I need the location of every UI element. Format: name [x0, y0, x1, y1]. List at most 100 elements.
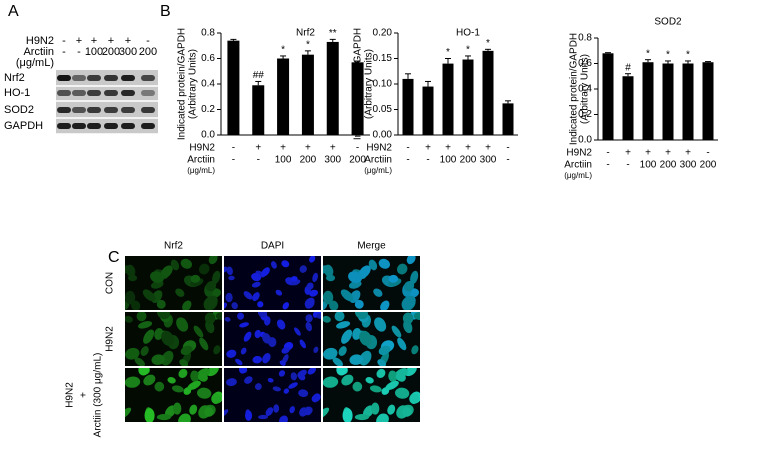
row-label: H9N2: [105, 326, 116, 352]
condition-value: +: [108, 35, 114, 47]
cell: [313, 346, 319, 353]
cell: [397, 337, 407, 351]
cell: [224, 302, 228, 309]
condition-value: -: [606, 160, 609, 171]
cell: [239, 322, 249, 328]
condition-value: -: [406, 143, 409, 154]
cell: [311, 395, 319, 403]
condition-value: +: [280, 143, 286, 154]
condition-value: +: [91, 35, 97, 47]
cell: [237, 312, 245, 320]
cell: [304, 408, 312, 416]
y-tick-label: 0.15: [373, 53, 393, 64]
significance: *: [281, 45, 285, 56]
cell: [150, 271, 165, 283]
cell: [182, 300, 192, 310]
band: [104, 107, 118, 113]
significance: *: [646, 48, 650, 59]
y-tick-label: 0.4: [201, 79, 215, 90]
cell: [226, 378, 237, 387]
cell: [395, 372, 406, 382]
significance: *: [486, 38, 490, 49]
condition-value: +: [330, 143, 336, 154]
bar: [442, 63, 454, 135]
condition-value: +: [76, 35, 82, 47]
bar: [422, 86, 434, 135]
cell: [170, 259, 180, 271]
cell: [325, 274, 336, 282]
band: [72, 123, 86, 129]
cell: [404, 368, 417, 377]
cell: [257, 312, 268, 318]
cell: [190, 370, 200, 383]
bar: [301, 54, 314, 135]
bar: [682, 63, 694, 140]
y-tick-label: 0.4: [578, 84, 592, 95]
cell: [224, 409, 229, 417]
condition-value: +: [645, 148, 651, 159]
cell: [154, 381, 165, 392]
cell: [290, 276, 298, 282]
cell: [323, 407, 330, 419]
cell: [402, 407, 412, 417]
band: [87, 75, 101, 81]
cell: [373, 288, 383, 297]
cell: [281, 260, 290, 268]
cell: [283, 388, 290, 394]
y-tick-label: 0.10: [373, 79, 393, 90]
cell: [151, 354, 166, 365]
band: [121, 107, 135, 113]
cell: [265, 407, 274, 416]
cell: [374, 317, 387, 332]
cell: [329, 300, 339, 310]
condition-value: +: [665, 148, 671, 159]
cell: [276, 319, 286, 330]
y-tick-label: 0.2: [201, 104, 215, 115]
condition-value: +: [305, 143, 311, 154]
condition-value: -: [426, 155, 429, 166]
cell: [225, 292, 233, 303]
condition-value: +: [125, 35, 131, 47]
cell: [341, 374, 354, 386]
unit: (μg/mL): [187, 166, 215, 175]
row-label: H9N2: [65, 382, 76, 408]
cell: [254, 383, 262, 391]
cell: [257, 414, 269, 420]
cell: [305, 322, 312, 332]
condition-value: -: [62, 46, 66, 58]
cell: [161, 350, 174, 366]
band: [87, 90, 101, 96]
cell: [279, 360, 286, 366]
cell: [306, 282, 314, 290]
band-label: SOD2: [4, 104, 34, 116]
cell: [231, 302, 238, 310]
row-label: Arctiin (300 μg/mL): [93, 353, 104, 438]
cell: [316, 313, 321, 319]
cell: [205, 281, 217, 292]
y-tick-label: 0.8: [578, 33, 592, 44]
condition-value: 100: [640, 160, 657, 171]
cell: [354, 414, 370, 421]
condition-value: -: [356, 143, 359, 154]
cell: [270, 261, 277, 269]
condition-value: 300: [680, 160, 697, 171]
bar: [602, 53, 614, 140]
y-axis-label: (Arbitrary Units): [188, 49, 199, 119]
cell: [212, 270, 221, 285]
chart-title: Nrf2: [296, 28, 315, 39]
y-axis-label: Indicated protein/GAPDH: [177, 28, 188, 140]
cell: [272, 386, 281, 392]
band: [141, 107, 155, 113]
cell: [275, 289, 283, 296]
cell: [240, 347, 247, 355]
cell: [304, 297, 315, 308]
cell: [131, 300, 141, 310]
condition-value: -: [626, 160, 629, 171]
cell: [340, 289, 354, 302]
cell: [224, 316, 231, 322]
cell: [134, 357, 145, 366]
cell: [406, 256, 416, 265]
band: [121, 90, 135, 96]
band: [141, 90, 155, 96]
cell: [309, 256, 316, 263]
